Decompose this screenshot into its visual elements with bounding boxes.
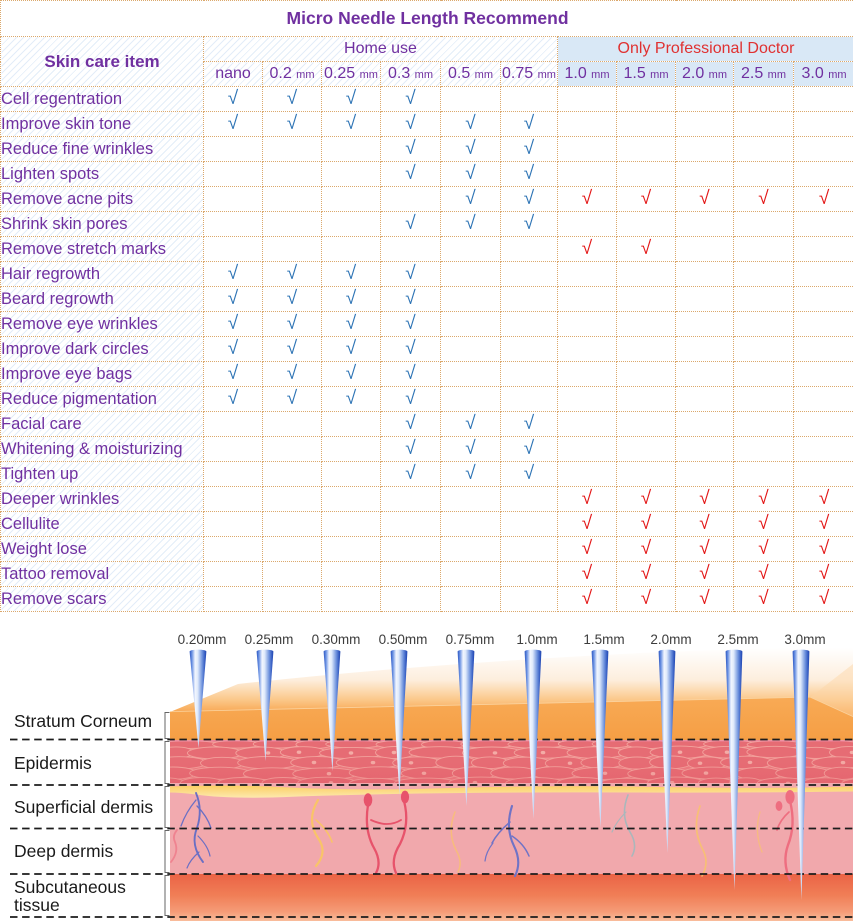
svg-text:2.5mm: 2.5mm	[717, 632, 758, 647]
svg-text:Deep dermis: Deep dermis	[14, 841, 113, 861]
svg-text:0.50mm: 0.50mm	[379, 632, 428, 647]
svg-text:2.0mm: 2.0mm	[650, 632, 691, 647]
svg-text:Epidermis: Epidermis	[14, 753, 92, 773]
svg-text:1.0mm: 1.0mm	[516, 632, 557, 647]
svg-text:1.5mm: 1.5mm	[583, 632, 624, 647]
svg-text:Superficial dermis: Superficial dermis	[14, 797, 153, 817]
svg-text:0.20mm: 0.20mm	[178, 632, 227, 647]
svg-text:0.25mm: 0.25mm	[245, 632, 294, 647]
svg-text:0.75mm: 0.75mm	[446, 632, 495, 647]
svg-text:3.0mm: 3.0mm	[784, 632, 825, 647]
svg-text:Subcutaneous: Subcutaneous	[14, 877, 126, 897]
svg-text:Stratum Corneum: Stratum Corneum	[14, 711, 152, 731]
svg-text:0.30mm: 0.30mm	[312, 632, 361, 647]
svg-text:tissue: tissue	[14, 895, 60, 915]
